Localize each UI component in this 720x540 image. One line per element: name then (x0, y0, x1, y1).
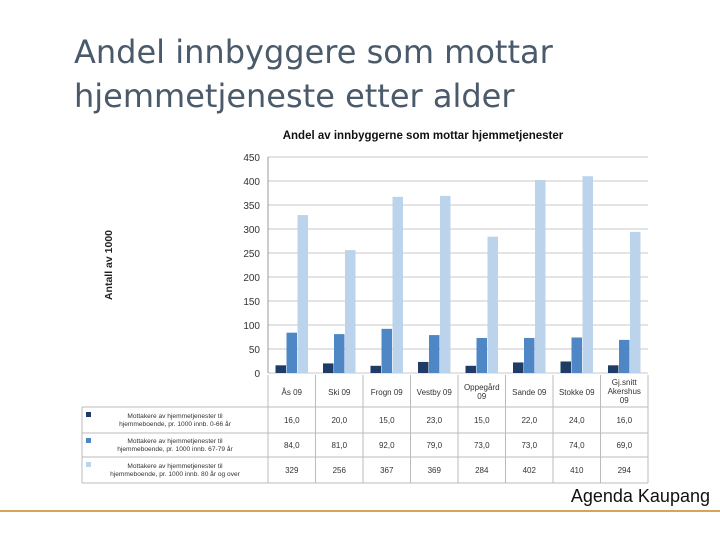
data-label: 410 (570, 466, 584, 475)
data-label: 294 (618, 466, 632, 475)
y-axis-label: Antall av 1000 (103, 230, 115, 300)
data-label: 402 (523, 466, 537, 475)
data-label: 81,0 (331, 441, 347, 450)
legend-label: Mottakere av hjemmetjenester til hjemmebo… (110, 463, 241, 478)
y-tick-label: 350 (243, 201, 260, 212)
data-label: 15,0 (474, 416, 490, 425)
data-label: 284 (475, 466, 489, 475)
chart-title: Andel av innbyggerne som mottar hjemmetj… (283, 130, 564, 142)
y-tick-label: 250 (243, 249, 260, 260)
bar (370, 365, 381, 373)
bar (275, 365, 286, 373)
y-tick-label: 0 (254, 369, 260, 380)
legend-swatch (86, 462, 91, 467)
bar (465, 365, 476, 373)
data-label: 69,0 (616, 441, 632, 450)
y-tick-label: 300 (243, 225, 260, 236)
legend-label: Mottakere av hjemmetjenester til hjemmebo… (117, 438, 233, 453)
footer-divider (0, 510, 720, 512)
x-tick-label: Ås 09 (282, 388, 303, 397)
bar (571, 337, 582, 373)
x-tick-label: Sande 09 (512, 388, 547, 397)
y-tick-label: 450 (243, 153, 260, 164)
bar (619, 339, 630, 373)
bar (418, 361, 429, 373)
bar (513, 362, 524, 373)
bar (582, 176, 593, 373)
data-label: 73,0 (474, 441, 490, 450)
data-label: 369 (428, 466, 442, 475)
data-label: 74,0 (569, 441, 585, 450)
bar (381, 328, 392, 373)
bar (608, 365, 619, 373)
legend-label: Mottakere av hjemmetjenester til hjemmebo… (119, 413, 232, 428)
bar (440, 195, 451, 373)
bar (535, 180, 546, 373)
data-label: 329 (285, 466, 299, 475)
bar (297, 215, 308, 373)
y-tick-label: 150 (243, 297, 260, 308)
bar (345, 250, 356, 373)
legend-swatch (86, 438, 91, 443)
y-tick-label: 400 (243, 177, 260, 188)
bar (524, 337, 535, 373)
x-tick-label: Oppegård 09 (464, 383, 500, 401)
data-label: 367 (380, 466, 394, 475)
x-tick-label: Frogn 09 (371, 388, 404, 397)
data-label: 23,0 (426, 416, 442, 425)
bar (476, 337, 487, 373)
y-tick-label: 100 (243, 321, 260, 332)
y-tick-label: 50 (249, 345, 261, 356)
bar (560, 361, 571, 373)
bar (334, 334, 345, 373)
data-label: 79,0 (426, 441, 442, 450)
y-tick-label: 200 (243, 273, 260, 284)
data-label: 92,0 (379, 441, 395, 450)
bar (630, 231, 641, 373)
bar (487, 236, 498, 373)
data-label: 16,0 (616, 416, 632, 425)
bar (286, 332, 297, 373)
data-label: 256 (333, 466, 347, 475)
x-tick-label: Ski 09 (328, 388, 351, 397)
bar (392, 196, 403, 373)
x-tick-label: Gj.snitt Akershus 09 (608, 378, 641, 405)
data-label: 20,0 (331, 416, 347, 425)
data-label: 16,0 (284, 416, 300, 425)
data-label: 22,0 (521, 416, 537, 425)
slide-title: Andel innbyggere som mottar hjemmetjenes… (74, 33, 553, 115)
legend-swatch (86, 412, 91, 417)
x-tick-label: Vestby 09 (417, 388, 453, 397)
bar (323, 363, 334, 373)
data-label: 73,0 (521, 441, 537, 450)
data-label: 15,0 (379, 416, 395, 425)
data-label: 84,0 (284, 441, 300, 450)
x-tick-label: Stokke 09 (559, 388, 595, 397)
footer-text: Agenda Kaupang (570, 486, 710, 506)
data-label: 24,0 (569, 416, 585, 425)
bar (429, 335, 440, 373)
